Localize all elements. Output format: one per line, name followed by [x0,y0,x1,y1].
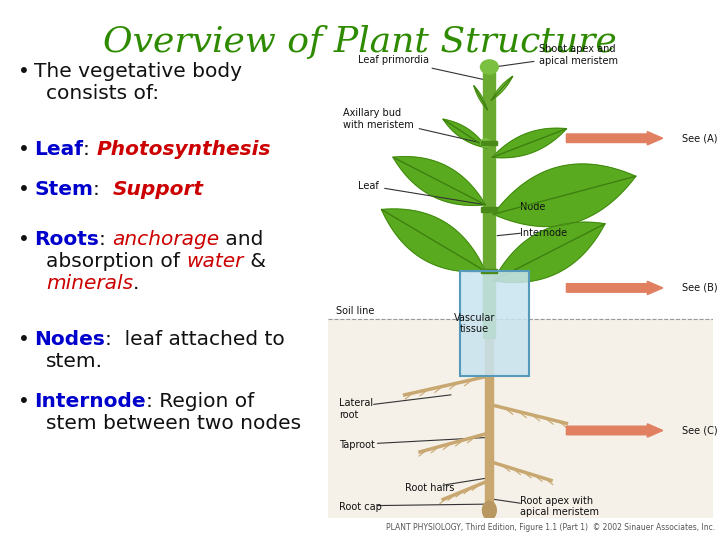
Ellipse shape [482,501,496,519]
Text: Root cap: Root cap [339,502,382,511]
Text: :: : [99,230,112,249]
Text: Root apex with
apical meristem: Root apex with apical meristem [521,496,599,517]
Text: Leaf: Leaf [359,181,482,204]
Bar [482,207,498,212]
Text: Roots: Roots [34,230,99,249]
Text: Leaf primordia: Leaf primordia [359,55,489,80]
Text: and: and [220,230,264,249]
Polygon shape [491,77,513,100]
Text: Node: Node [521,202,546,212]
Text: Lateral
root: Lateral root [339,399,373,420]
Text: : Region of: : Region of [145,392,254,411]
Text: consists of:: consists of: [46,84,159,103]
Bar [460,271,529,376]
Text: stem between two nodes: stem between two nodes [46,414,301,433]
Text: Axillary bud
with meristem: Axillary bud with meristem [343,109,479,143]
Polygon shape [382,209,485,272]
Text: •: • [18,330,30,349]
Text: Support: Support [112,180,204,199]
Polygon shape [443,119,487,148]
Text: Stem: Stem [34,180,93,199]
Text: Taproot: Taproot [339,440,375,450]
Text: •: • [18,140,30,159]
Text: •: • [18,392,30,411]
Text: •: • [18,62,30,81]
Text: water: water [186,252,243,271]
Text: stem.: stem. [46,352,103,371]
Text: :: : [93,180,112,199]
Text: PLANT PHYSIOLOGY, Third Edition, Figure 1.1 (Part 1)  © 2002 Sinauer Associates,: PLANT PHYSIOLOGY, Third Edition, Figure … [386,523,715,532]
Text: Root hairs: Root hairs [405,483,454,492]
Bar [460,271,529,376]
Text: Shoot apex and
apical meristem: Shoot apex and apical meristem [497,44,618,66]
Bar [482,141,498,145]
Text: See (B): See (B) [682,283,718,293]
Polygon shape [474,86,487,110]
Text: Internode: Internode [34,392,145,411]
Bar [328,319,713,518]
Ellipse shape [480,60,498,74]
Bar [483,72,495,338]
Bar [485,338,493,518]
Text: absorption of: absorption of [46,252,186,271]
Text: Soil line: Soil line [336,306,374,316]
Text: Leaf: Leaf [34,140,83,159]
Text: .: . [133,274,140,293]
FancyArrow shape [567,281,662,295]
FancyArrow shape [567,132,662,145]
Text: :  leaf attached to: : leaf attached to [105,330,284,349]
Text: Vascular
tissue: Vascular tissue [454,313,495,334]
Text: :: : [83,140,96,159]
Text: See (A): See (A) [682,133,718,143]
Polygon shape [393,157,485,205]
Text: The vegetative body: The vegetative body [34,62,242,81]
Bar [482,269,498,273]
Polygon shape [493,164,636,226]
Polygon shape [493,222,605,282]
Text: &: & [243,252,266,271]
Text: •: • [18,180,30,199]
Text: minerals: minerals [46,274,133,293]
Text: Photosynthesis: Photosynthesis [96,140,271,159]
Polygon shape [492,128,567,158]
Text: Nodes: Nodes [34,330,105,349]
Text: See (C): See (C) [682,426,718,435]
Ellipse shape [480,139,490,147]
FancyArrow shape [567,424,662,437]
Text: anchorage: anchorage [112,230,220,249]
Text: Internode: Internode [521,228,567,238]
Text: •: • [18,230,30,249]
Text: Overview of Plant Structure: Overview of Plant Structure [103,25,617,59]
